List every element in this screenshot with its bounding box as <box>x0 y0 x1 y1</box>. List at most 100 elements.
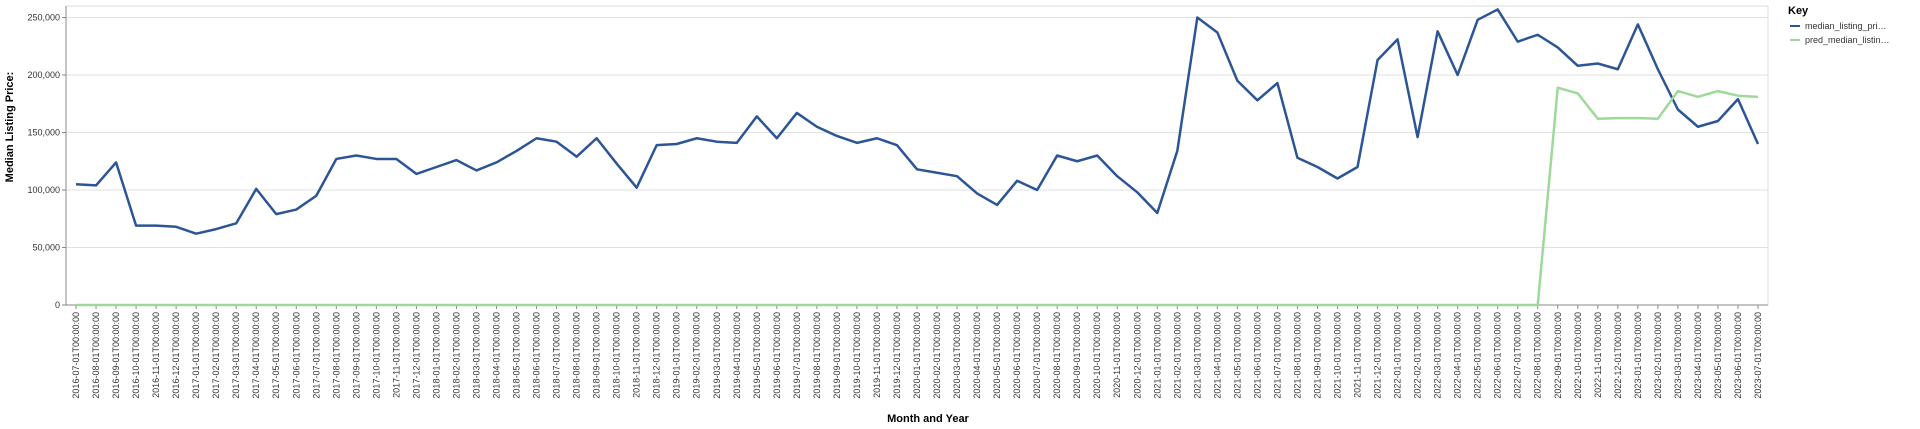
x-tick-label: 2016-11-01T00:00:00 <box>151 312 161 398</box>
x-tick-label: 2018-08-01T00:00:00 <box>572 312 582 399</box>
x-tick-label: 2023-03-01T00:00:00 <box>1673 312 1683 399</box>
x-tick-label: 2019-03-01T00:00:00 <box>712 312 722 399</box>
x-tick-label: 2021-10-01T00:00:00 <box>1332 312 1342 399</box>
x-axis-title: Month and Year <box>887 413 969 425</box>
x-tick-label: 2018-11-01T00:00:00 <box>632 312 642 398</box>
x-tick-label: 2021-06-01T00:00:00 <box>1252 312 1262 399</box>
legend-title: Key <box>1788 5 1809 17</box>
x-tick-label: 2017-02-01T00:00:00 <box>211 312 221 399</box>
x-tick-label: 2020-11-01T00:00:00 <box>1112 312 1122 398</box>
x-tick-label: 2022-08-01T00:00:00 <box>1533 312 1543 399</box>
x-tick-label: 2019-04-01T00:00:00 <box>732 312 742 399</box>
x-tick-label: 2022-09-01T00:00:00 <box>1553 312 1563 399</box>
x-tick-label: 2021-01-01T00:00:00 <box>1152 312 1162 399</box>
y-tick-label: 250,000 <box>27 13 60 23</box>
x-tick-label: 2017-03-01T00:00:00 <box>231 312 241 399</box>
x-tick-label: 2020-03-01T00:00:00 <box>952 312 962 399</box>
x-tick-label: 2021-02-01T00:00:00 <box>1172 312 1182 399</box>
x-tick-label: 2023-02-01T00:00:00 <box>1653 312 1663 399</box>
x-tick-label: 2023-01-01T00:00:00 <box>1633 312 1643 399</box>
legend-label: median_listing_pri… <box>1805 21 1887 31</box>
x-tick-label: 2023-06-01T00:00:00 <box>1733 312 1743 399</box>
x-tick-label: 2020-05-01T00:00:00 <box>992 312 1002 399</box>
x-tick-label: 2020-08-01T00:00:00 <box>1052 312 1062 399</box>
x-tick-label: 2023-04-01T00:00:00 <box>1693 312 1703 399</box>
y-tick-label: 0 <box>55 300 60 310</box>
x-tick-label: 2018-06-01T00:00:00 <box>532 312 542 399</box>
x-tick-label: 2018-07-01T00:00:00 <box>552 312 562 399</box>
y-tick-label: 200,000 <box>27 70 60 80</box>
x-tick-label: 2020-07-01T00:00:00 <box>1032 312 1042 399</box>
x-tick-label: 2018-03-01T00:00:00 <box>471 312 481 399</box>
x-tick-label: 2022-06-01T00:00:00 <box>1493 312 1503 399</box>
y-tick-label: 50,000 <box>32 243 60 253</box>
x-tick-label: 2022-04-01T00:00:00 <box>1453 312 1463 399</box>
x-tick-label: 2020-09-01T00:00:00 <box>1072 312 1082 399</box>
x-tick-label: 2019-07-01T00:00:00 <box>792 312 802 399</box>
x-tick-label: 2020-06-01T00:00:00 <box>1012 312 1022 399</box>
x-tick-label: 2019-05-01T00:00:00 <box>752 312 762 399</box>
x-tick-label: 2017-07-01T00:00:00 <box>311 312 321 399</box>
x-tick-label: 2017-09-01T00:00:00 <box>351 312 361 399</box>
x-tick-label: 2020-12-01T00:00:00 <box>1132 312 1142 399</box>
x-tick-label: 2021-09-01T00:00:00 <box>1312 312 1322 399</box>
x-tick-label: 2019-09-01T00:00:00 <box>832 312 842 399</box>
x-tick-label: 2022-12-01T00:00:00 <box>1613 312 1623 399</box>
y-tick-label: 150,000 <box>27 128 60 138</box>
x-tick-label: 2023-07-01T00:00:00 <box>1753 312 1763 399</box>
legend-label: pred_median_listin… <box>1805 35 1890 45</box>
x-tick-label: 2021-11-01T00:00:00 <box>1353 312 1363 398</box>
plot-frame <box>65 5 1769 306</box>
x-tick-label: 2016-10-01T00:00:00 <box>131 312 141 399</box>
x-tick-label: 2017-06-01T00:00:00 <box>291 312 301 399</box>
x-tick-label: 2019-12-01T00:00:00 <box>892 312 902 399</box>
x-tick-label: 2017-10-01T00:00:00 <box>371 312 381 399</box>
x-tick-label: 2020-01-01T00:00:00 <box>912 312 922 399</box>
x-tick-label: 2016-07-01T00:00:00 <box>71 312 81 399</box>
x-tick-label: 2016-08-01T00:00:00 <box>91 312 101 399</box>
x-tick-label: 2022-05-01T00:00:00 <box>1473 312 1483 399</box>
x-tick-label: 2017-08-01T00:00:00 <box>331 312 341 399</box>
x-tick-label: 2022-02-01T00:00:00 <box>1413 312 1423 399</box>
x-tick-label: 2017-01-01T00:00:00 <box>191 312 201 399</box>
x-tick-label: 2016-09-01T00:00:00 <box>111 312 121 399</box>
x-tick-label: 2021-04-01T00:00:00 <box>1212 312 1222 399</box>
x-tick-label: 2017-04-01T00:00:00 <box>251 312 261 399</box>
x-tick-label: 2021-07-01T00:00:00 <box>1272 312 1282 399</box>
x-tick-label: 2021-05-01T00:00:00 <box>1232 312 1242 399</box>
x-tick-label: 2022-07-01T00:00:00 <box>1513 312 1523 399</box>
data-line <box>76 86 1759 307</box>
x-tick-label: 2020-10-01T00:00:00 <box>1092 312 1102 399</box>
x-tick-label: 2020-02-01T00:00:00 <box>932 312 942 399</box>
x-tick-label: 2017-11-01T00:00:00 <box>391 312 401 398</box>
x-tick-label: 2018-12-01T00:00:00 <box>652 312 662 399</box>
x-tick-label: 2018-04-01T00:00:00 <box>492 312 502 399</box>
x-tick-label: 2022-11-01T00:00:00 <box>1593 312 1603 398</box>
data-line <box>75 8 1760 235</box>
x-tick-label: 2022-10-01T00:00:00 <box>1573 312 1583 399</box>
x-tick-label: 2023-05-01T00:00:00 <box>1713 312 1723 399</box>
x-tick-label: 2018-05-01T00:00:00 <box>512 312 522 399</box>
x-tick-label: 2022-03-01T00:00:00 <box>1433 312 1443 399</box>
x-tick-label: 2018-01-01T00:00:00 <box>431 312 441 399</box>
x-tick-label: 2021-12-01T00:00:00 <box>1373 312 1383 399</box>
y-tick-label: 100,000 <box>27 185 60 195</box>
x-tick-label: 2017-05-01T00:00:00 <box>271 312 281 399</box>
x-tick-label: 2018-10-01T00:00:00 <box>612 312 622 399</box>
x-tick-label: 2019-11-01T00:00:00 <box>872 312 882 398</box>
x-tick-label: 2019-01-01T00:00:00 <box>672 312 682 399</box>
x-tick-label: 2016-12-01T00:00:00 <box>171 312 181 399</box>
x-tick-label: 2021-03-01T00:00:00 <box>1192 312 1202 399</box>
x-tick-label: 2020-04-01T00:00:00 <box>972 312 982 399</box>
x-tick-label: 2022-01-01T00:00:00 <box>1393 312 1403 399</box>
x-tick-label: 2018-02-01T00:00:00 <box>451 312 461 399</box>
x-tick-label: 2021-08-01T00:00:00 <box>1292 312 1302 399</box>
y-axis-title: Median Listing Price: <box>4 72 16 183</box>
x-tick-label: 2019-08-01T00:00:00 <box>812 312 822 399</box>
x-tick-label: 2019-02-01T00:00:00 <box>692 312 702 399</box>
x-tick-label: 2018-09-01T00:00:00 <box>592 312 602 399</box>
x-tick-label: 2019-10-01T00:00:00 <box>852 312 862 399</box>
x-tick-label: 2019-06-01T00:00:00 <box>772 312 782 399</box>
x-tick-label: 2017-12-01T00:00:00 <box>411 312 421 399</box>
